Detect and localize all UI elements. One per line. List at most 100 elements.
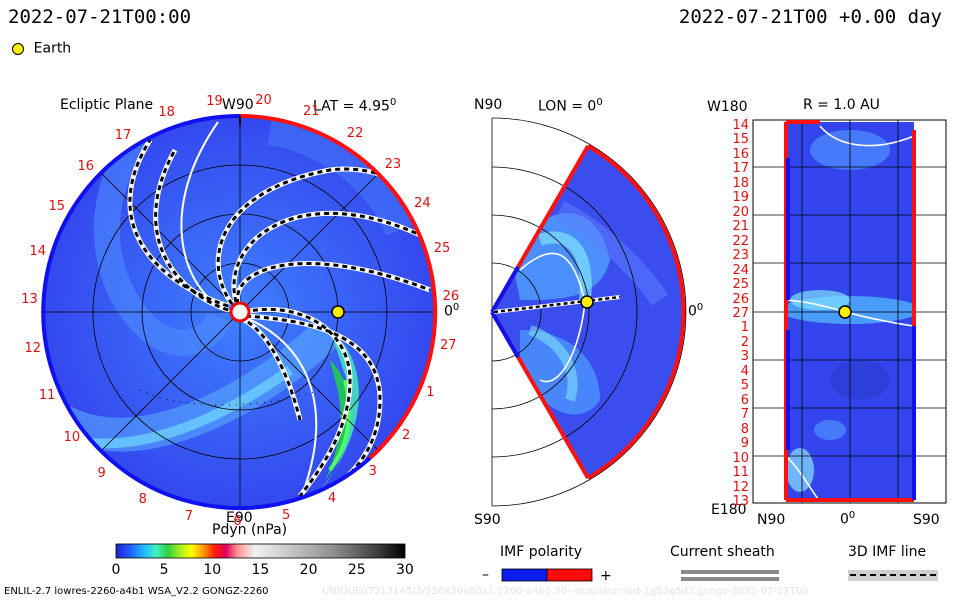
sphere-rotation-number: 14 bbox=[732, 118, 749, 133]
rotation-number: 12 bbox=[24, 341, 41, 357]
sphere-rotation-number: 19 bbox=[732, 190, 749, 206]
sphere-rotation-number: 9 bbox=[740, 436, 749, 452]
sphere-rotation-number: 13 bbox=[732, 494, 749, 509]
rotation-number: 13 bbox=[21, 292, 38, 308]
sphere-r-label: R = 1.0 AU bbox=[803, 97, 880, 113]
sphere-rotation-number: 22 bbox=[732, 233, 749, 249]
current-sheath-title: Current sheath bbox=[670, 544, 775, 560]
sphere-rotation-number: 23 bbox=[732, 248, 749, 264]
ecliptic-plane-panel bbox=[41, 113, 438, 510]
meridional-right-label: 00 bbox=[688, 302, 704, 320]
sphere-rotation-number: 6 bbox=[740, 392, 749, 408]
sphere-rotation-number: 2 bbox=[740, 334, 749, 350]
timestamp-right: 2022-07-21T00 +0.00 day bbox=[678, 6, 942, 28]
sphere-rotation-number: 16 bbox=[732, 146, 749, 162]
sphere-top-label: W180 bbox=[707, 99, 748, 115]
imf-plus-label: + bbox=[600, 568, 612, 584]
colorbar-label: Pdyn (nPa) bbox=[212, 522, 288, 538]
imf-polarity-title: IMF polarity bbox=[500, 544, 583, 560]
sphere-rotation-number: 5 bbox=[740, 378, 749, 394]
rotation-number: 19 bbox=[206, 93, 223, 109]
rotation-number: 25 bbox=[433, 241, 451, 257]
sphere-x-label-n: N90 bbox=[757, 512, 786, 528]
sphere-rotation-number: 27 bbox=[732, 306, 749, 321]
imf-minus-label: – bbox=[482, 567, 489, 583]
meridional-panel bbox=[490, 117, 687, 507]
colorbar-tick: 15 bbox=[251, 562, 270, 578]
rotation-number: 4 bbox=[327, 490, 337, 506]
sphere-x-label-0: 00 bbox=[840, 510, 856, 528]
sphere-rotation-number: 7 bbox=[740, 407, 749, 423]
rotation-number: 15 bbox=[48, 198, 66, 214]
current-sheath-swatch bbox=[681, 570, 779, 581]
earth-marker-ecliptic bbox=[331, 305, 345, 319]
rotation-number: 11 bbox=[38, 387, 56, 403]
imf-line-title: 3D IMF line bbox=[848, 544, 927, 560]
run-watermark: UNIQUE07213145/3/256x30x90x1.2260-a4b1.2… bbox=[322, 586, 809, 597]
earth-marker-sphere bbox=[838, 305, 852, 319]
meridional-top-label: N90 bbox=[474, 97, 503, 113]
sphere-rotation-number: 17 bbox=[732, 161, 749, 177]
sphere-rotation-number: 21 bbox=[732, 219, 749, 235]
sphere-rotation-number: 8 bbox=[740, 421, 749, 437]
rotation-number: 10 bbox=[63, 430, 81, 446]
timestamp-left: 2022-07-21T00:00 bbox=[8, 6, 192, 28]
ecliptic-right-label: 00 bbox=[444, 302, 460, 320]
model-info: ENLIL-2.7 lowres-2260-a4b1 WSA_V2.2 GONG… bbox=[4, 586, 269, 597]
meridional-bottom-label: S90 bbox=[474, 512, 501, 528]
colorbar-tick: 10 bbox=[203, 562, 222, 578]
earth-legend-label: Earth bbox=[33, 40, 72, 57]
sphere-rotation-number: 25 bbox=[732, 277, 749, 293]
sphere-bottom-label: E180 bbox=[711, 502, 747, 518]
rotation-number: 14 bbox=[29, 243, 46, 259]
colorbar-tick: 25 bbox=[347, 562, 366, 578]
rotation-number: 24 bbox=[414, 196, 431, 212]
sphere-x-label-s: S90 bbox=[913, 512, 940, 528]
rotation-number: 7 bbox=[184, 508, 193, 524]
colorbar-tick: 5 bbox=[159, 562, 169, 578]
sphere-rotation-number: 24 bbox=[732, 262, 749, 278]
rotation-number: 3 bbox=[368, 463, 377, 479]
rotation-number: 22 bbox=[346, 126, 364, 142]
colorbar-tick: 0 bbox=[111, 562, 121, 578]
sphere-rotation-number: 3 bbox=[740, 349, 749, 365]
ecliptic-bottom-label: E90 bbox=[226, 510, 253, 526]
sphere-rotation-number: 1 bbox=[740, 320, 749, 336]
imf-line-swatch bbox=[848, 570, 938, 581]
sphere-rotation-number: 10 bbox=[732, 450, 749, 466]
ecliptic-lat-label: LAT = 4.950 bbox=[313, 97, 397, 115]
rotation-number: 23 bbox=[384, 157, 402, 173]
sphere-panel bbox=[752, 119, 947, 504]
rotation-number: 21 bbox=[302, 104, 320, 120]
rotation-number: 2 bbox=[402, 427, 411, 443]
rotation-number: 8 bbox=[138, 492, 147, 508]
rotation-number: 16 bbox=[77, 159, 95, 175]
sphere-rotation-number: 11 bbox=[732, 465, 749, 481]
sphere-rotation-number: 15 bbox=[732, 132, 749, 148]
meridional-lon-label: LON = 00 bbox=[538, 97, 603, 115]
earth-marker-meridional bbox=[580, 295, 594, 309]
rotation-number: 18 bbox=[158, 105, 175, 121]
rotation-number: 27 bbox=[440, 338, 457, 354]
sphere-rotation-number: 4 bbox=[740, 363, 749, 379]
rotation-number: 6 bbox=[233, 513, 242, 529]
rotation-number: 17 bbox=[114, 127, 132, 143]
earth-legend: Earth bbox=[12, 38, 71, 57]
sphere-rotation-number: 18 bbox=[732, 175, 749, 191]
rotation-number: 26 bbox=[442, 289, 460, 305]
ecliptic-top-label: W90 bbox=[222, 97, 254, 113]
colorbar-tick: 30 bbox=[396, 562, 414, 578]
imf-negative-swatch bbox=[501, 568, 548, 582]
rotation-number: 20 bbox=[255, 93, 272, 109]
sphere-rotation-number: 26 bbox=[732, 291, 749, 307]
rotation-number: 1 bbox=[426, 385, 435, 401]
imf-positive-swatch bbox=[546, 568, 593, 582]
sphere-rotation-number: 12 bbox=[732, 479, 749, 495]
colorbar-tick: 20 bbox=[299, 562, 318, 578]
rotation-number: 5 bbox=[282, 507, 291, 523]
rotation-number: 9 bbox=[97, 465, 106, 481]
earth-marker-icon bbox=[12, 42, 24, 55]
sphere-rotation-number: 20 bbox=[732, 204, 749, 220]
ecliptic-title: Ecliptic Plane bbox=[60, 97, 154, 113]
